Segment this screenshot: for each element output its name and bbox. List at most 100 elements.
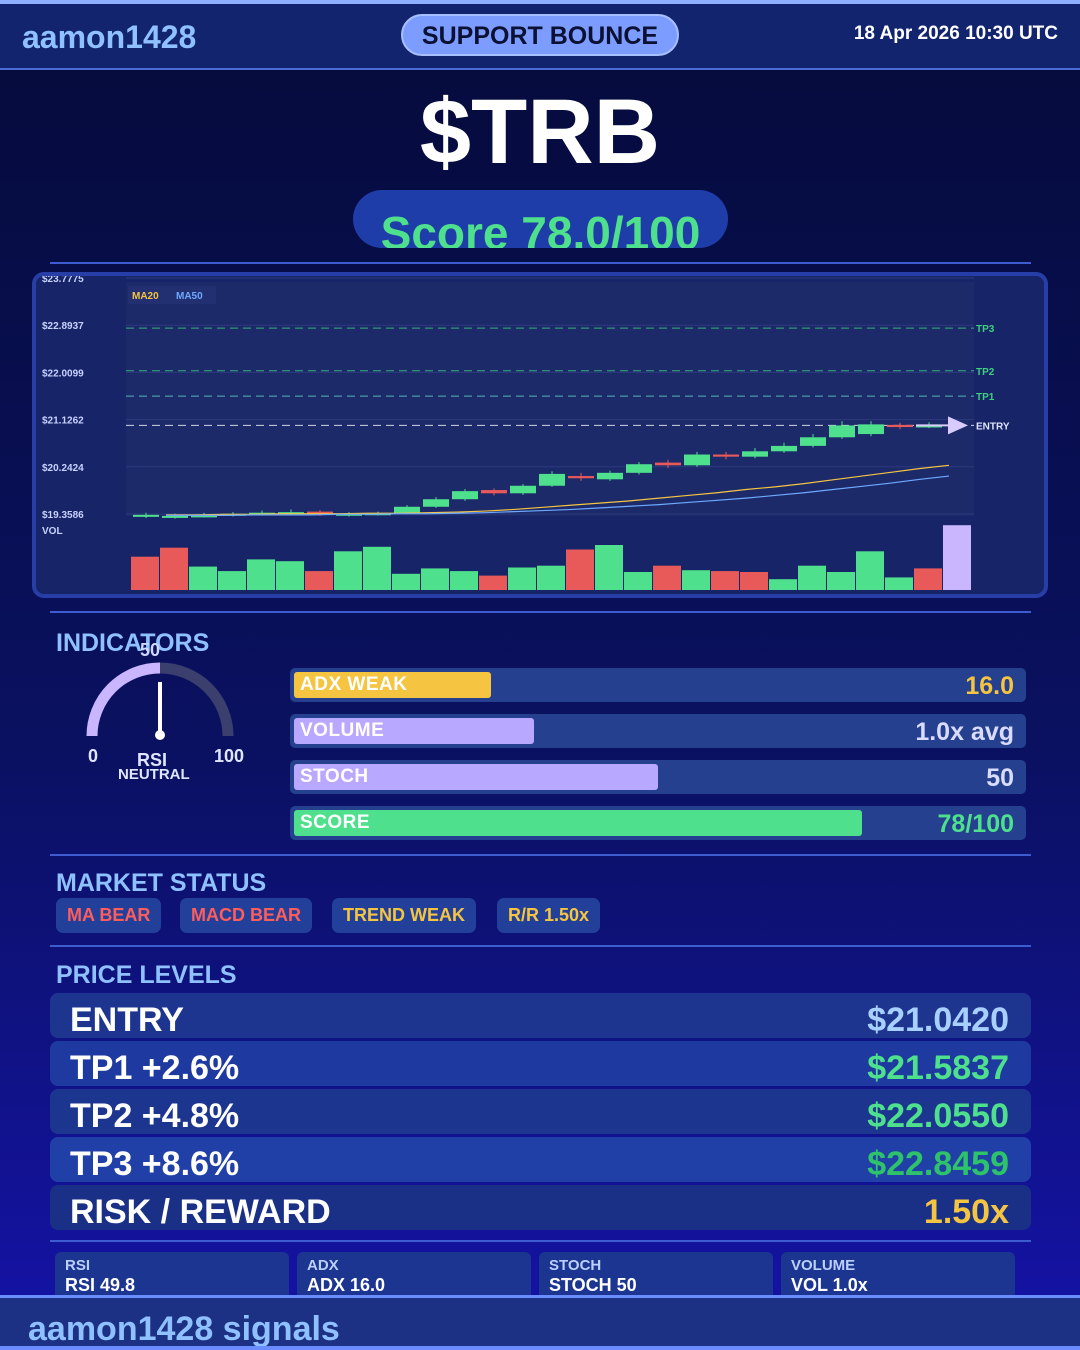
volume-bar [856,551,884,590]
candle-body [684,454,710,466]
gauge-top-label: 50 [140,640,161,660]
gauge-state: NEUTRAL [118,766,190,783]
footer-bar: aamon1428 signals [0,1295,1080,1350]
volume-bar [508,567,536,590]
volume-bar [566,549,594,590]
mini-stat-value: VOL 1.0x [791,1275,868,1295]
candle-body [539,473,565,486]
adx-bar-fill [294,672,491,698]
candle-body [394,506,420,514]
status-badge-trend: TREND WEAK [332,898,476,933]
price-chart: $23.7775 $22.8937 $22.0099 $21.1262 $20.2424… [32,272,1048,598]
mini-stat-adx: ADX ADX 16.0 [297,1252,531,1300]
divider [50,262,1031,264]
level-value: $21.0420 [867,1001,1009,1039]
candle-body [655,462,681,466]
indicators-title: INDICATORS [56,629,210,657]
volume-bar: VOLUME 1.0x avg [290,714,1026,748]
footer-signature: aamon1428 signals [28,1310,340,1348]
candle-body [887,424,913,428]
gauge-arc-empty [159,662,234,737]
mini-stat-key: RSI [65,1257,91,1274]
candle-body [568,476,594,479]
candle-body [829,425,855,438]
legend-ma50: MA50 [176,291,203,302]
mini-stat-volume: VOLUME VOL 1.0x [781,1252,1015,1300]
volume-bar [305,571,333,590]
level-value: $21.5837 [867,1049,1009,1087]
volume-bar [189,566,217,590]
stoch-bar: STOCH 50 [290,760,1026,794]
chart-canvas: $23.7775 $22.8937 $22.0099 $21.1262 $20.2424… [40,276,1040,590]
level-value: $22.0550 [867,1097,1009,1135]
gauge-min-label: 0 [88,746,99,766]
divider [50,1240,1031,1242]
candle-body [452,491,478,500]
adx-bar: ADX WEAK 16.0 [290,668,1026,702]
volume-bar [885,577,913,590]
level-name: TP1 +2.6% [70,1049,240,1087]
y-tick-label: $19.3586 [42,510,84,521]
y-tick-label: $23.7775 [42,276,84,285]
status-badge-macd: MACD BEAR [180,898,312,933]
volume-bar [537,565,565,590]
stoch-bar-label: STOCH [300,766,369,787]
volume-bar [218,571,246,590]
y-tick-label: $20.2424 [42,463,84,474]
mini-stat-key: VOLUME [791,1257,856,1274]
volume-bar [827,572,855,590]
candle-body [423,499,449,507]
volume-bar [711,571,739,590]
volume-bar [624,572,652,590]
bottom-accent-line [0,1346,1080,1350]
gauge-dial [86,662,234,740]
adx-bar-label: ADX WEAK [300,674,408,695]
volume-bar [363,546,391,590]
level-row-tp3: TP3 +8.6% $22.8459 [50,1137,1031,1183]
divider [50,611,1031,613]
level-name: TP2 +4.8% [70,1097,240,1135]
level-label-tp2: TP2 [976,367,995,378]
level-row-tp1: TP1 +2.6% $21.5837 [50,1041,1031,1087]
gauge-name: RSI [137,750,168,770]
status-badge-rr: R/R 1.50x [497,898,601,933]
volume-bar [740,572,768,590]
legend-box [128,286,216,304]
candle-body [162,515,188,518]
volume-bar [247,559,275,590]
volume-bar [450,571,478,590]
candle-body [278,512,304,515]
level-label-tp1: TP1 [976,392,995,403]
y-tick-label: $22.0099 [42,368,84,379]
volume-label: VOL [42,526,63,537]
mini-stat-stoch: STOCH STOCH 50 [539,1252,773,1300]
status-badge-ma: MA BEAR [56,898,162,933]
score-badge: Score 78.0/100 [353,190,728,248]
volume-bar [334,551,362,590]
volume-bar [798,565,826,590]
level-label-tp3: TP3 [976,324,995,335]
candle-body [626,464,652,473]
candle-body [858,424,884,435]
divider [50,854,1031,856]
level-label-entry: ENTRY [976,421,1010,432]
volume-bar-value: 1.0x avg [915,718,1014,746]
score-bar: SCORE 78/100 [290,806,1026,840]
level-value: $22.8459 [867,1145,1009,1183]
volume-bar [392,573,420,590]
mini-stat-key: ADX [307,1257,339,1274]
volume-bar [943,525,971,590]
score-bar-label: SCORE [300,812,371,833]
pattern-badge: SUPPORT BOUNCE [401,14,679,56]
mini-stat-value: STOCH 50 [549,1275,637,1295]
volume-bar [421,568,449,590]
brand-name: aamon1428 [22,19,197,55]
y-tick-label: $22.8937 [42,321,84,332]
candle-body [597,472,623,480]
mini-stat-value: ADX 16.0 [307,1275,386,1295]
rsi-gauge: 50 0 100 RSI NEUTRAL [80,640,250,788]
score-bar-value: 78/100 [937,810,1014,838]
candle-body [307,511,333,515]
volume-bar [160,547,188,590]
candle-body [742,451,768,457]
